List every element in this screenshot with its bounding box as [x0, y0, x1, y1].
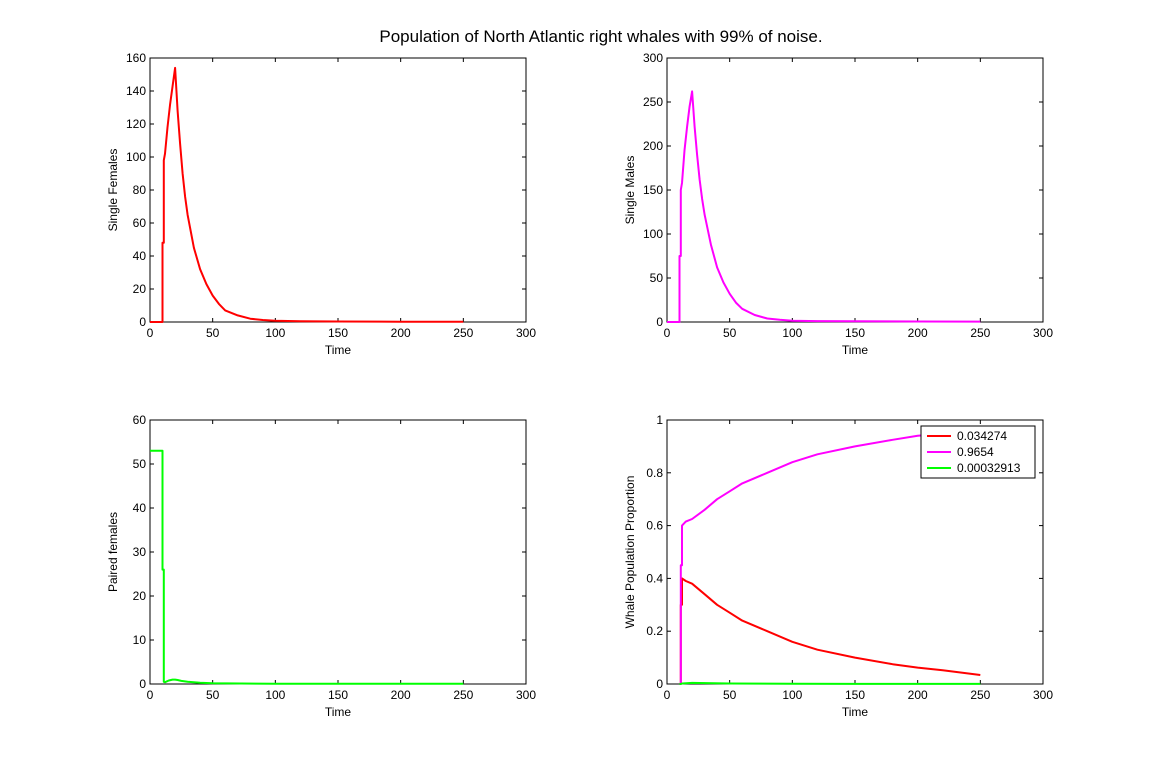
x-tick-label: 200 — [391, 326, 411, 340]
x-axis-label: Time — [842, 343, 869, 357]
x-tick-label: 250 — [453, 326, 473, 340]
proportion-plot: 0 50 100 150 200 250 300 0 0.2 0.4 0.6 0.8 1 Time Whal… — [623, 413, 1053, 719]
x-axis-label: Time — [325, 343, 352, 357]
x-tick-label: 300 — [516, 688, 536, 702]
y-tick-label: 40 — [133, 249, 147, 263]
x-tick-label: 250 — [970, 688, 990, 702]
x-tick-label: 200 — [391, 688, 411, 702]
x-tick-label: 50 — [206, 688, 220, 702]
x-tick-label: 0 — [664, 688, 671, 702]
x-axis-label: Time — [842, 705, 869, 719]
x-tick-label: 200 — [908, 326, 928, 340]
x-tick-label: 150 — [328, 326, 348, 340]
y-tick-label: 120 — [126, 117, 146, 131]
x-tick-label: 50 — [206, 326, 220, 340]
y-tick-label: 200 — [643, 139, 663, 153]
y-axis-label: Whale Population Proportion — [623, 476, 637, 629]
figure-title: Population of North Atlantic right whale… — [379, 27, 822, 46]
y-tick-label: 50 — [133, 457, 147, 471]
y-tick-label: 20 — [133, 589, 147, 603]
y-tick-label: 50 — [650, 271, 664, 285]
legend: 0.034274 0.9654 0.00032913 — [920, 425, 1036, 479]
y-tick-label: 250 — [643, 95, 663, 109]
y-tick-label: 30 — [133, 545, 147, 559]
y-axis-label: Paired females — [106, 512, 120, 592]
y-tick-label: 0.4 — [646, 571, 663, 585]
x-tick-label: 100 — [782, 326, 802, 340]
x-tick-label: 0 — [147, 326, 154, 340]
x-tick-label: 50 — [723, 326, 737, 340]
x-tick-label: 150 — [328, 688, 348, 702]
y-tick-label: 0 — [656, 315, 663, 329]
y-tick-label: 60 — [133, 413, 147, 427]
y-tick-label: 150 — [643, 183, 663, 197]
series-line-1 — [667, 90, 981, 323]
y-tick-label: 0.8 — [646, 466, 663, 480]
single-females-plot: 0 50 100 150 200 250 300 0 20 40 60 80 100 120 140 160 T… — [106, 51, 536, 357]
x-tick-label: 250 — [453, 688, 473, 702]
x-tick-label: 300 — [1033, 688, 1053, 702]
series-line-3 — [679, 681, 981, 685]
y-tick-label: 300 — [643, 51, 663, 65]
x-tick-label: 250 — [970, 326, 990, 340]
subplot-grid: 0 50 100 150 200 250 300020406080100120140160T… — [106, 51, 1053, 719]
x-tick-label: 200 — [908, 688, 928, 702]
paired-females-plot: 0 50 100 150 200 250 300 0 10 20 30 40 50 60 Time Paire… — [106, 413, 536, 719]
y-tick-label: 0 — [139, 677, 146, 691]
x-tick-label: 300 — [1033, 326, 1053, 340]
x-tick-label: 100 — [265, 326, 285, 340]
x-axis-label: Time — [325, 705, 352, 719]
single-males-plot: 0 50 100 150 200 250 300 0 50 100 150 200 250 300 Time… — [623, 51, 1053, 357]
y-tick-label: 80 — [133, 183, 147, 197]
x-tick-label: 50 — [723, 688, 737, 702]
x-tick-label: 300 — [516, 326, 536, 340]
series-line-1 — [150, 66, 464, 323]
y-tick-label: 40 — [133, 501, 147, 515]
legend-label-3: 0.00032913 — [957, 461, 1021, 475]
y-tick-label: 100 — [126, 150, 146, 164]
y-tick-label: 0.2 — [646, 624, 663, 638]
y-tick-label: 140 — [126, 84, 146, 98]
y-tick-label: 100 — [643, 227, 663, 241]
axes-box — [666, 57, 1044, 323]
y-tick-label: 60 — [133, 216, 147, 230]
axes-box — [149, 419, 527, 685]
x-tick-label: 150 — [845, 326, 865, 340]
x-tick-label: 0 — [147, 688, 154, 702]
y-tick-label: 1 — [656, 413, 663, 427]
series-line-1 — [679, 577, 981, 685]
axes-box — [149, 57, 527, 323]
series-line-1 — [150, 449, 464, 685]
x-tick-label: 150 — [845, 688, 865, 702]
y-tick-label: 10 — [133, 633, 147, 647]
x-tick-label: 100 — [265, 688, 285, 702]
legend-label-2: 0.9654 — [957, 445, 994, 459]
y-axis-label: Single Females — [106, 149, 120, 232]
y-tick-label: 0.6 — [646, 519, 663, 533]
x-tick-label: 100 — [782, 688, 802, 702]
x-tick-label: 0 — [664, 326, 671, 340]
y-tick-label: 0 — [656, 677, 663, 691]
legend-label-1: 0.034274 — [957, 429, 1007, 443]
y-tick-label: 0 — [139, 315, 146, 329]
y-tick-label: 160 — [126, 51, 146, 65]
series-line-2 — [679, 428, 981, 685]
y-axis-label: Single Males — [623, 156, 637, 225]
y-tick-label: 20 — [133, 282, 147, 296]
